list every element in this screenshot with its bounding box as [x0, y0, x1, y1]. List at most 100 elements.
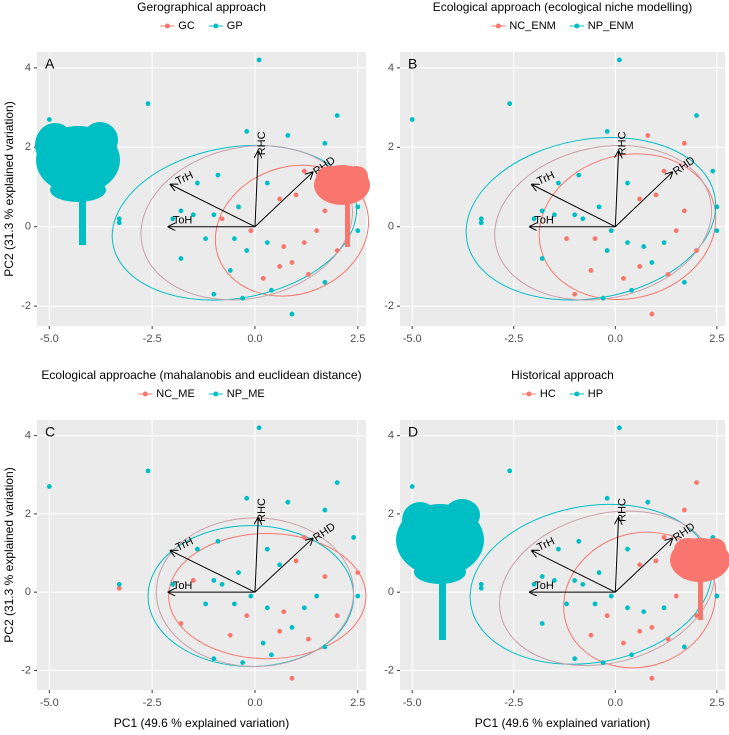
legend-item: NP_ME	[208, 388, 265, 400]
point	[178, 256, 184, 261]
loading-arrow	[614, 172, 672, 228]
point	[714, 228, 720, 234]
point	[592, 236, 598, 242]
point	[507, 101, 513, 107]
point	[478, 581, 484, 587]
point	[306, 271, 311, 277]
point	[616, 57, 622, 63]
point	[236, 204, 241, 210]
point	[665, 636, 671, 642]
point	[334, 613, 340, 619]
point	[649, 675, 655, 681]
tree-icons	[35, 122, 729, 640]
point	[539, 256, 545, 261]
legend-item: NC_ME	[138, 388, 195, 400]
tree-icon	[396, 499, 484, 640]
legend: HC HP	[521, 388, 603, 400]
x-tick-label: -2.5	[143, 697, 162, 709]
point	[244, 129, 250, 134]
y-tick-label: 0	[388, 586, 394, 598]
legend-item: GC	[160, 20, 195, 32]
point	[604, 613, 610, 619]
point	[116, 216, 122, 222]
point	[264, 180, 270, 186]
point	[645, 132, 651, 138]
point	[232, 236, 237, 242]
y-tick-label: 0	[388, 221, 394, 233]
point	[322, 507, 328, 513]
point	[285, 132, 291, 138]
loading-arrow	[255, 151, 258, 227]
point	[322, 574, 328, 579]
point	[661, 605, 667, 611]
point	[277, 264, 283, 269]
point	[604, 248, 610, 253]
legend-label: NC_ME	[156, 388, 195, 400]
point	[240, 295, 246, 301]
x-tick-label: -5.0	[403, 333, 422, 345]
ellipse	[538, 153, 717, 301]
legend-key	[213, 391, 219, 397]
x-tick-label: -2.5	[504, 697, 523, 709]
point	[227, 632, 233, 638]
point	[322, 644, 328, 650]
point	[203, 601, 209, 607]
loading-label: ToH	[173, 215, 193, 227]
point	[215, 538, 221, 544]
y-tick-label: 4	[25, 62, 31, 74]
point	[681, 208, 687, 214]
point	[355, 204, 361, 210]
loading-label: ToH	[534, 580, 554, 592]
point	[649, 311, 655, 317]
point	[232, 601, 237, 607]
point	[649, 260, 655, 265]
point	[641, 244, 647, 249]
legend-key	[574, 391, 580, 397]
point	[681, 279, 687, 285]
x-tick-label: -5.0	[40, 333, 59, 345]
point	[178, 621, 184, 626]
point	[572, 578, 578, 583]
legend-label: HP	[588, 388, 603, 400]
point	[211, 656, 217, 662]
point	[572, 291, 578, 297]
x-axis-label: PC1 (49.6 % explained variation)	[475, 716, 650, 730]
point	[608, 593, 614, 599]
point	[190, 212, 196, 218]
point	[334, 248, 340, 253]
point	[531, 216, 537, 222]
loading-arrow	[171, 185, 256, 228]
legend-key	[142, 391, 148, 397]
point	[629, 287, 634, 293]
point	[539, 621, 545, 626]
point	[604, 495, 610, 501]
loading-label: RHC	[256, 131, 268, 155]
point	[665, 271, 671, 277]
point	[46, 484, 52, 489]
y-tick-label: 4	[388, 430, 394, 442]
point	[616, 425, 622, 431]
point	[625, 546, 630, 552]
tree-icon	[670, 538, 729, 620]
point	[531, 581, 537, 587]
point	[190, 578, 196, 583]
point	[661, 240, 667, 246]
legend-item: GP	[208, 20, 243, 32]
point	[116, 220, 122, 226]
x-tick-label: -2.5	[143, 333, 162, 345]
y-axis-label: PC2 (31.3 % explained variation)	[2, 467, 16, 642]
point	[244, 248, 250, 253]
point	[244, 613, 250, 619]
legend-label: NP_ENM	[588, 20, 634, 32]
point	[351, 534, 357, 540]
point	[637, 562, 643, 568]
point	[645, 499, 651, 505]
x-tick-label: 2.5	[709, 697, 724, 709]
loading-arrow	[532, 185, 616, 228]
legend-item: NC_ENM	[491, 20, 556, 32]
point	[244, 495, 250, 501]
point	[236, 570, 241, 576]
point	[588, 268, 594, 273]
point	[264, 546, 270, 552]
